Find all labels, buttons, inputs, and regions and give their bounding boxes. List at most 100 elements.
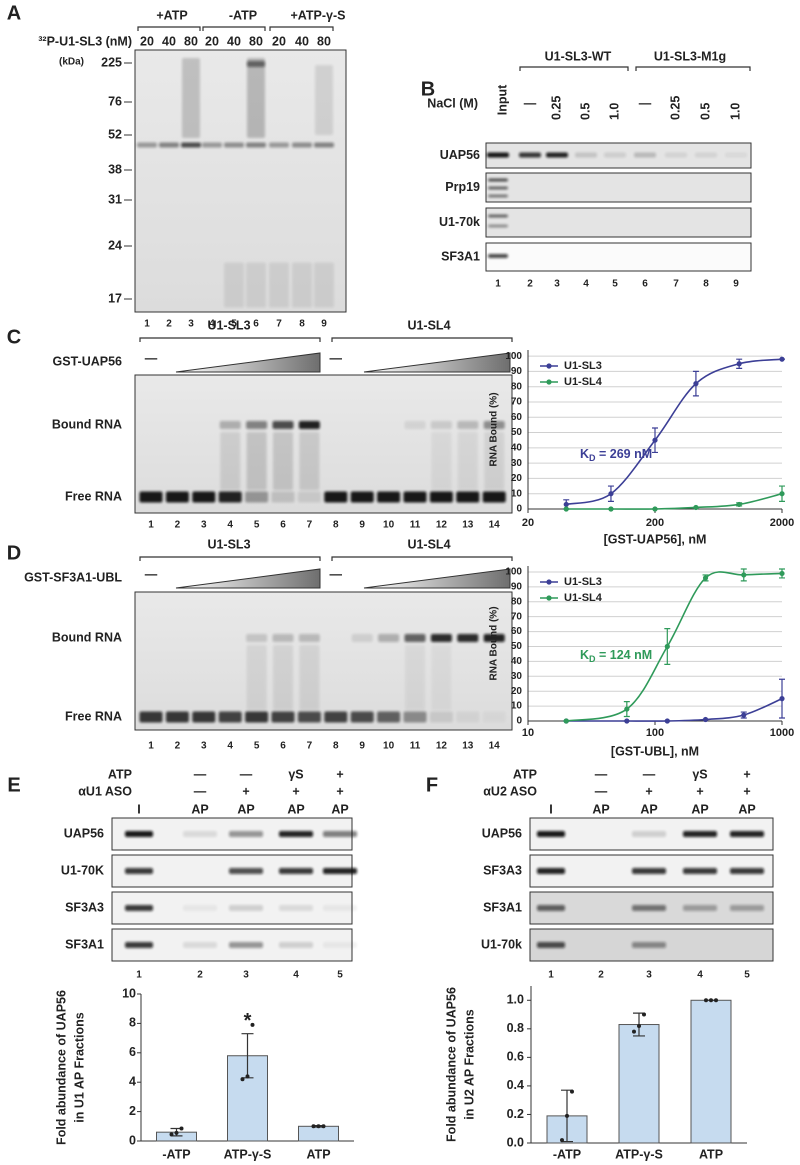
gel-band: [315, 65, 333, 135]
y-tick-label: 70: [511, 611, 523, 622]
y-axis-label: Fold abundance of UAP56: [54, 990, 68, 1145]
kd-annotation: KD = 124 nM: [580, 648, 652, 664]
atp-value: —: [643, 767, 656, 781]
data-point: [563, 506, 569, 512]
atp-value: —: [595, 767, 608, 781]
gel-band: [183, 942, 217, 948]
gel-band: [246, 432, 267, 490]
aso-value: +: [292, 784, 299, 798]
x-axis-label: [GST-UAP56], nM: [604, 532, 707, 546]
lane-number: 7: [276, 319, 282, 330]
y-tick-label: 10: [511, 701, 523, 712]
fraction-label: AP: [640, 802, 657, 816]
data-point: [624, 706, 630, 712]
band-label: Bound RNA: [52, 417, 122, 431]
gel-band: [377, 711, 401, 723]
fraction-label: I: [137, 802, 140, 816]
gel-band: [488, 186, 508, 190]
lane-number: 7: [307, 520, 313, 531]
lane-number: 12: [436, 741, 448, 752]
gel-band: [297, 711, 321, 723]
nacl-value: 0.5: [698, 103, 712, 120]
condition-row-label: ATP: [108, 767, 132, 781]
gel-band: [246, 421, 268, 429]
gel-band: [192, 711, 216, 723]
y-tick-label: 0.2: [507, 1107, 524, 1121]
lane-number: 5: [337, 970, 343, 981]
gel-band: [488, 194, 508, 198]
aso-value: —: [194, 784, 207, 798]
gel-band: [224, 142, 244, 148]
data-point: [664, 718, 670, 724]
replicate-point: [250, 1022, 255, 1027]
kd-value: = 269 nM: [596, 447, 653, 461]
gel-band: [246, 634, 268, 642]
gel-band: [457, 432, 478, 490]
gel-band: [634, 152, 656, 158]
nacl-value: 0.25: [549, 96, 563, 120]
gel-band: [279, 831, 313, 837]
series-line: [566, 697, 783, 722]
data-point: [779, 491, 785, 497]
gel-band: [350, 711, 374, 723]
gel-band: [725, 152, 747, 158]
y-axis-label: Fold abundance of UAP56: [444, 987, 458, 1142]
x-tick-label: 200: [646, 517, 664, 529]
gel-band: [632, 905, 666, 911]
lane-number: 6: [280, 520, 286, 531]
gel-band: [272, 421, 294, 429]
lane-number: 3: [243, 970, 249, 981]
kd-subscript: D: [589, 453, 596, 463]
aso-value: +: [645, 784, 652, 798]
y-tick-label: 70: [511, 397, 523, 408]
gel-band: [483, 634, 505, 642]
row-label: Prp19: [445, 180, 480, 194]
replicate-point: [321, 1124, 326, 1129]
panel-letter: D: [7, 542, 21, 564]
x-tick-label: 20: [522, 517, 534, 529]
fraction-label: AP: [738, 802, 755, 816]
gel-band: [299, 645, 320, 710]
legend-swatch: [546, 379, 552, 385]
gel-band: [488, 214, 508, 218]
lane-number: 4: [697, 970, 703, 981]
gel-band: [218, 491, 242, 503]
y-tick-label: 8: [129, 1016, 136, 1030]
gel-image: [485, 242, 752, 272]
y-tick-label: 20: [511, 473, 523, 484]
mw-marker: 76: [108, 94, 122, 108]
gel-band: [165, 711, 189, 723]
data-point: [608, 506, 614, 512]
aso-value: +: [336, 784, 343, 798]
lane-number: 6: [642, 279, 648, 290]
x-tick-label: 2000: [770, 517, 794, 529]
condition-label: +ATP-γ-S: [291, 8, 346, 22]
replicate-point: [174, 1130, 179, 1135]
y-axis-label: in U1 AP Fractions: [72, 1012, 86, 1122]
y-tick-label: 0.0: [507, 1135, 524, 1149]
legend-label: U1-SL4: [564, 592, 603, 604]
no-protein-mark: —: [145, 351, 158, 365]
y-tick-label: 60: [511, 626, 523, 637]
lane-number: 2: [175, 741, 181, 752]
gel-band: [224, 262, 244, 308]
bracket: [269, 26, 334, 31]
y-tick-label: 50: [511, 641, 523, 652]
nacl-value: 1.0: [607, 103, 621, 120]
concentration-label: 80: [249, 34, 263, 48]
lane-number: 11: [410, 741, 421, 752]
band-label: Bound RNA: [52, 630, 122, 644]
data-point: [608, 491, 614, 497]
lane-number: 9: [359, 741, 365, 752]
mw-marker: 17: [108, 291, 122, 305]
y-tick-label: 4: [129, 1074, 136, 1088]
lane-number: 10: [383, 741, 395, 752]
gel-band: [431, 432, 452, 490]
replicate-point: [169, 1132, 174, 1137]
row-label: SF3A1: [65, 937, 104, 951]
gel-band: [632, 831, 666, 837]
gel-band: [403, 711, 427, 723]
lane-number: 8: [333, 520, 339, 531]
y-tick-label: 100: [505, 351, 522, 362]
lane-number: 1: [495, 279, 501, 290]
